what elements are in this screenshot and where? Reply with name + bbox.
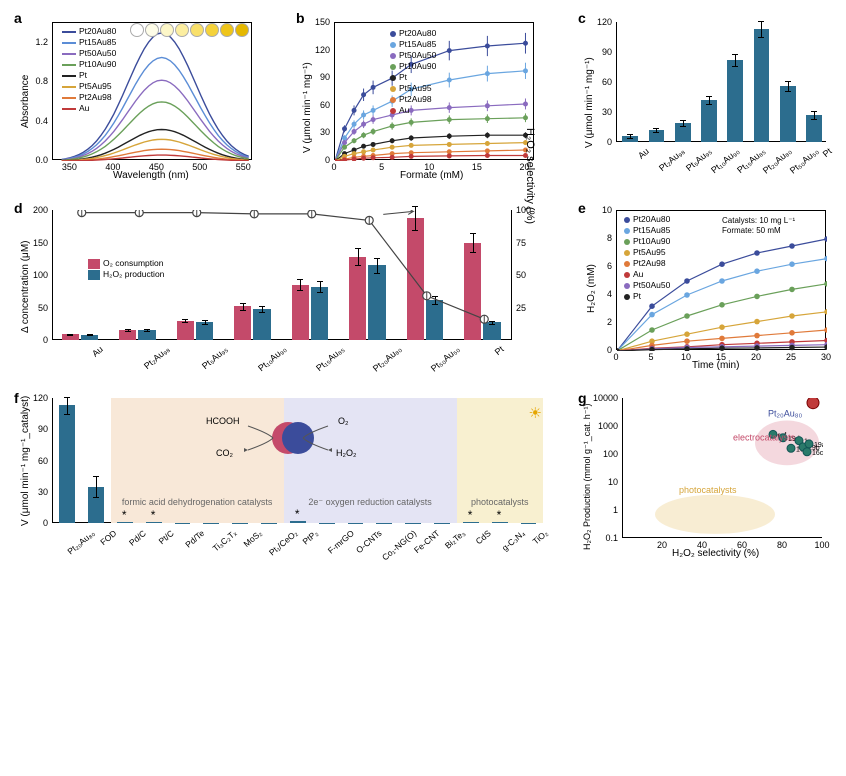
sun-icon: ☀	[529, 404, 542, 422]
panel-f: f formic acid dehydrogenation catalysts2…	[8, 388, 572, 578]
panel-b-label: b	[296, 10, 305, 26]
scheme-o2: O₂	[338, 416, 349, 426]
panel-a-label: a	[14, 10, 22, 26]
panel-e-legend: Pt20Au80Pt15Au85Pt10Au90Pt5Au95Pt2Au98Au…	[624, 214, 670, 302]
panel-b-legend: Pt20Au80Pt15Au85Pt50Au50Pt10Au90PtPt5Au9…	[390, 28, 436, 116]
panel-c: c V (μmol min⁻¹ mg⁻¹) AuPt₂Au₉₈Pt₅Au₉₅Pt…	[572, 8, 846, 198]
panel-a-inset-photo	[130, 23, 249, 37]
figure-grid: a Absorbance Wavelength (nm) Pt20Au80Pt1…	[8, 8, 838, 768]
panel-f-label: f	[14, 390, 19, 406]
svg-text:photocatalysts: photocatalysts	[679, 485, 737, 495]
panel-c-plot	[616, 22, 826, 142]
svg-text:16c: 16c	[812, 450, 823, 457]
scheme-h2o2: H₂O₂	[336, 448, 357, 458]
panel-g-plot: ref.19d1c16b19b19a16cPt₂₀Au₈₀electrocata…	[622, 398, 822, 538]
panel-a: a Absorbance Wavelength (nm) Pt20Au80Pt1…	[8, 8, 290, 198]
panel-d: d Δ concentration (μM) H₂O₂ selectivity …	[8, 198, 572, 388]
svg-text:Pt₂₀Au₈₀: Pt₂₀Au₈₀	[768, 409, 802, 419]
panel-c-ylabel: V (μmol min⁻¹ mg⁻¹)	[584, 57, 595, 148]
panel-e-anno1: Catalysts: 10 mg L⁻¹	[722, 216, 795, 225]
svg-text:electrocatalysts: electrocatalysts	[733, 433, 796, 443]
panel-d-legend: O₂ consumptionH₂O₂ production	[88, 258, 164, 280]
panel-e-anno2: Formate: 50 mM	[722, 226, 781, 235]
scheme-hcooh: HCOOH	[206, 416, 240, 426]
panel-d-label: d	[14, 200, 23, 216]
panel-a-legend: Pt20Au80Pt15Au85Pt50Au50Pt10Au90PtPt5Au9…	[62, 26, 116, 114]
panel-f-scheme: HCOOH CO₂ O₂ H₂O₂	[188, 408, 388, 468]
scheme-co2: CO₂	[216, 448, 233, 458]
panel-g: g ref.19d1c16b19b19a16cPt₂₀Au₈₀electroca…	[572, 388, 846, 578]
panel-c-label: c	[578, 10, 586, 26]
panel-e-label: e	[578, 200, 586, 216]
panel-d-ylabel-left: Δ concentration (μM)	[20, 241, 31, 333]
panel-e: e H₂O₂ (mM) Time (min) Pt20Au80Pt15Au85P…	[572, 198, 846, 388]
svg-text:19a: 19a	[814, 442, 823, 449]
